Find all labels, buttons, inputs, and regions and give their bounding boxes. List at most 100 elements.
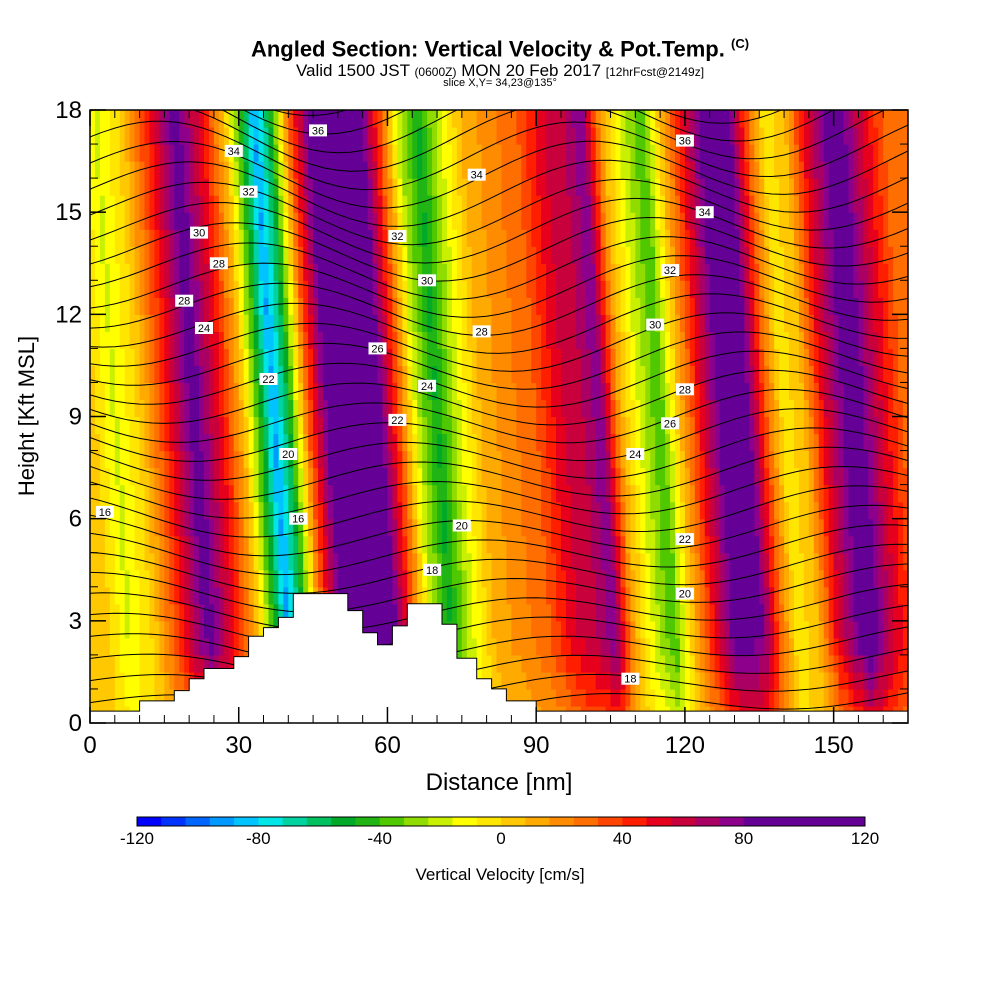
velocity-cell [556,382,562,401]
velocity-cell [283,246,289,264]
velocity-cell [313,416,319,435]
velocity-cell [471,586,478,605]
velocity-cell [551,586,557,605]
velocity-cell [843,229,850,247]
velocity-cell [803,314,810,332]
velocity-cell [124,297,131,315]
velocity-cell [665,552,671,571]
velocity-cell [124,246,131,264]
velocity-cell [595,450,602,469]
velocity-cell [456,637,463,656]
velocity-cell [893,603,899,622]
velocity-cell [432,365,438,384]
velocity-cell [803,348,810,367]
velocity-cell [630,637,636,656]
velocity-cell [159,501,165,520]
velocity-cell [694,314,701,332]
velocity-cell [793,484,800,503]
velocity-cell [546,603,552,622]
velocity-cell [784,467,790,486]
velocity-cell [724,671,731,690]
velocity-cell [679,348,686,367]
velocity-cell [94,603,101,622]
velocity-cell [441,586,448,605]
velocity-cell [407,348,413,367]
velocity-cell [218,484,225,503]
velocity-cell [441,229,448,247]
velocity-cell [263,399,270,418]
velocity-cell [189,484,195,503]
velocity-cell [655,552,661,571]
velocity-cell [402,263,408,281]
velocity-cell [898,467,904,486]
velocity-cell [471,348,478,367]
velocity-cell [744,450,750,469]
velocity-cell [694,416,701,435]
velocity-cell [228,365,235,384]
velocity-cell [332,297,339,315]
velocity-cell [387,382,394,401]
velocity-cell [630,518,636,537]
velocity-cell [620,586,627,605]
velocity-cell [139,671,146,690]
velocity-cell [417,569,423,588]
velocity-cell [139,365,146,384]
velocity-cell [367,450,374,469]
velocity-cell [283,518,289,537]
velocity-cell [283,399,289,418]
velocity-cell [605,535,612,554]
velocity-cell [898,501,904,520]
velocity-cell [833,603,840,622]
velocity-cell [164,365,170,384]
velocity-cell [818,569,825,588]
velocity-cell [352,484,359,503]
velocity-cell [754,688,760,707]
velocity-cell [496,620,503,639]
velocity-cell [903,331,908,349]
velocity-cell [481,314,488,332]
velocity-cell [243,229,250,247]
velocity-cell [903,314,908,332]
velocity-cell [179,365,185,384]
velocity-cell [184,637,190,656]
velocity-cell [194,518,200,537]
velocity-cell [650,484,656,503]
velocity-cell [372,569,379,588]
velocity-cell [779,501,785,520]
velocity-cell [233,416,240,435]
velocity-cell [392,484,398,503]
velocity-cell [684,671,691,690]
velocity-cell [258,450,265,469]
velocity-cell [878,603,884,622]
velocity-cell [303,263,309,281]
velocity-cell [645,399,651,418]
velocity-cell [169,620,175,639]
velocity-cell [476,450,483,469]
velocity-cell [818,603,825,622]
velocity-cell [709,535,716,554]
velocity-cell [184,603,190,622]
velocity-cell [496,433,503,452]
velocity-cell [194,297,200,315]
velocity-cell [560,263,567,281]
velocity-cell [213,569,220,588]
velocity-cell [585,586,592,605]
velocity-cell [238,467,245,486]
velocity-cell [665,688,671,707]
velocity-cell [332,229,339,247]
velocity-cell [779,382,785,401]
velocity-cell [308,399,314,418]
velocity-cell [556,331,562,349]
velocity-cell [129,535,136,554]
velocity-cell [754,569,760,588]
velocity-cell [709,365,716,384]
velocity-cell [833,212,840,230]
velocity-cell [432,229,438,247]
velocity-cell [714,654,721,673]
velocity-cell [843,671,850,690]
velocity-cell [878,229,884,247]
velocity-cell [526,382,532,401]
velocity-cell [546,348,552,367]
velocity-cell [883,552,889,571]
velocity-cell [699,654,706,673]
